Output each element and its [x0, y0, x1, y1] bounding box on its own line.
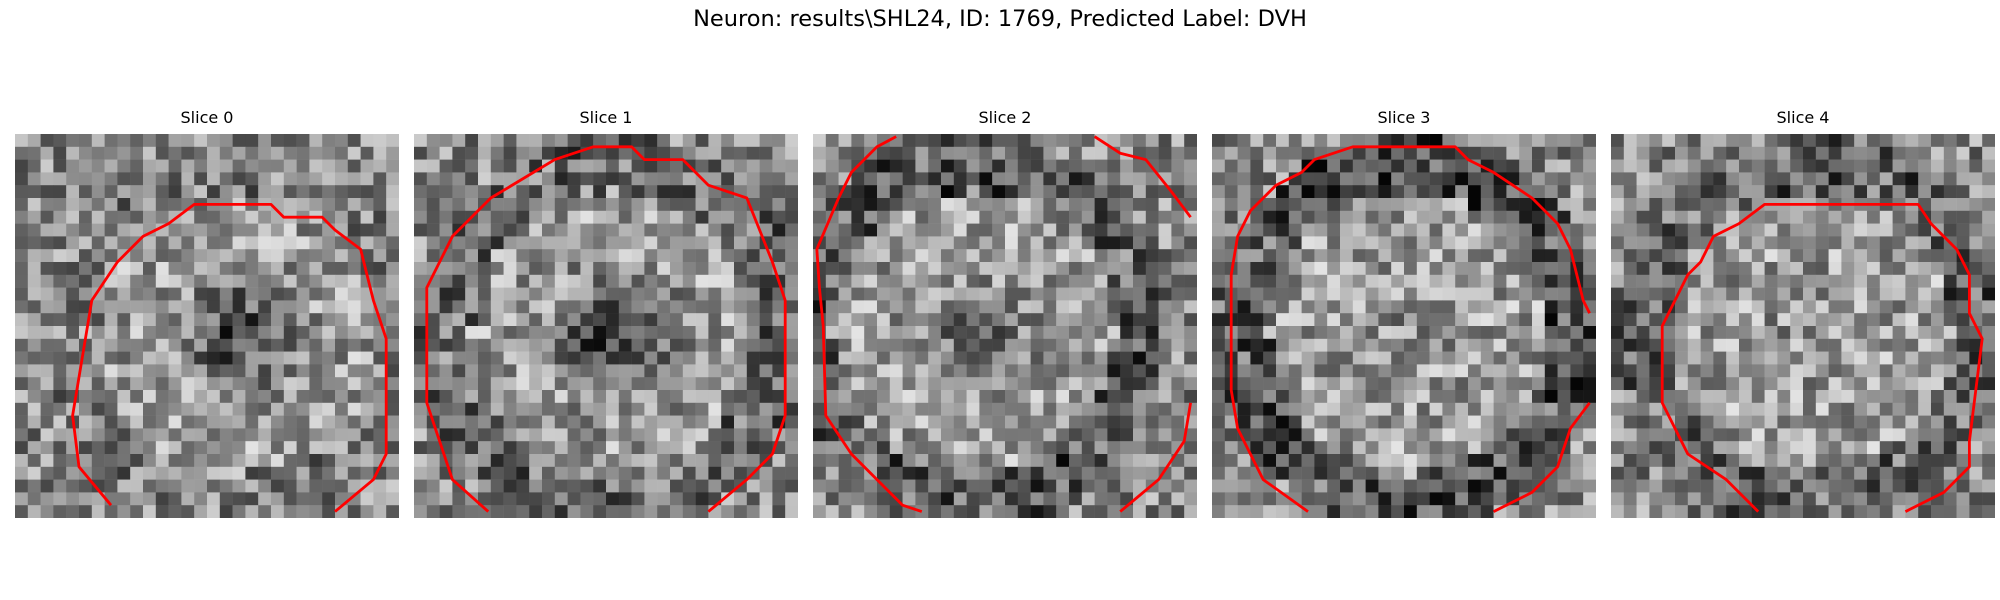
pixel-grid: [414, 134, 798, 518]
slice-title-3: Slice 3: [1377, 108, 1431, 127]
slice-image-1: [414, 134, 798, 518]
roi-contour-line: [1660, 202, 1984, 513]
slice-image-3: [1212, 134, 1596, 518]
roi-contour-line: [1119, 402, 1192, 513]
pixel-grid: [1212, 134, 1596, 518]
roi-contour-line: [1093, 135, 1192, 219]
figure-title: Neuron: results\SHL24, ID: 1769, Predict…: [693, 6, 1307, 32]
roi-contour-line: [425, 145, 787, 513]
slice-title-1: Slice 1: [579, 108, 633, 127]
slice-title-4: Slice 4: [1776, 108, 1830, 127]
slice-image-4: [1611, 134, 1995, 518]
slice-title-0: Slice 0: [180, 108, 234, 127]
pixel-grid: [813, 134, 1197, 518]
pixel-grid: [15, 134, 399, 518]
slice-title-2: Slice 2: [978, 108, 1032, 127]
roi-contour-line: [1492, 401, 1591, 513]
roi-contour-line: [71, 202, 388, 513]
roi-contour-line: [815, 135, 923, 513]
slice-image-0: [15, 134, 399, 518]
pixel-grid: [1611, 134, 1995, 518]
slice-image-2: [813, 134, 1197, 518]
roi-contour-line: [1229, 145, 1591, 513]
